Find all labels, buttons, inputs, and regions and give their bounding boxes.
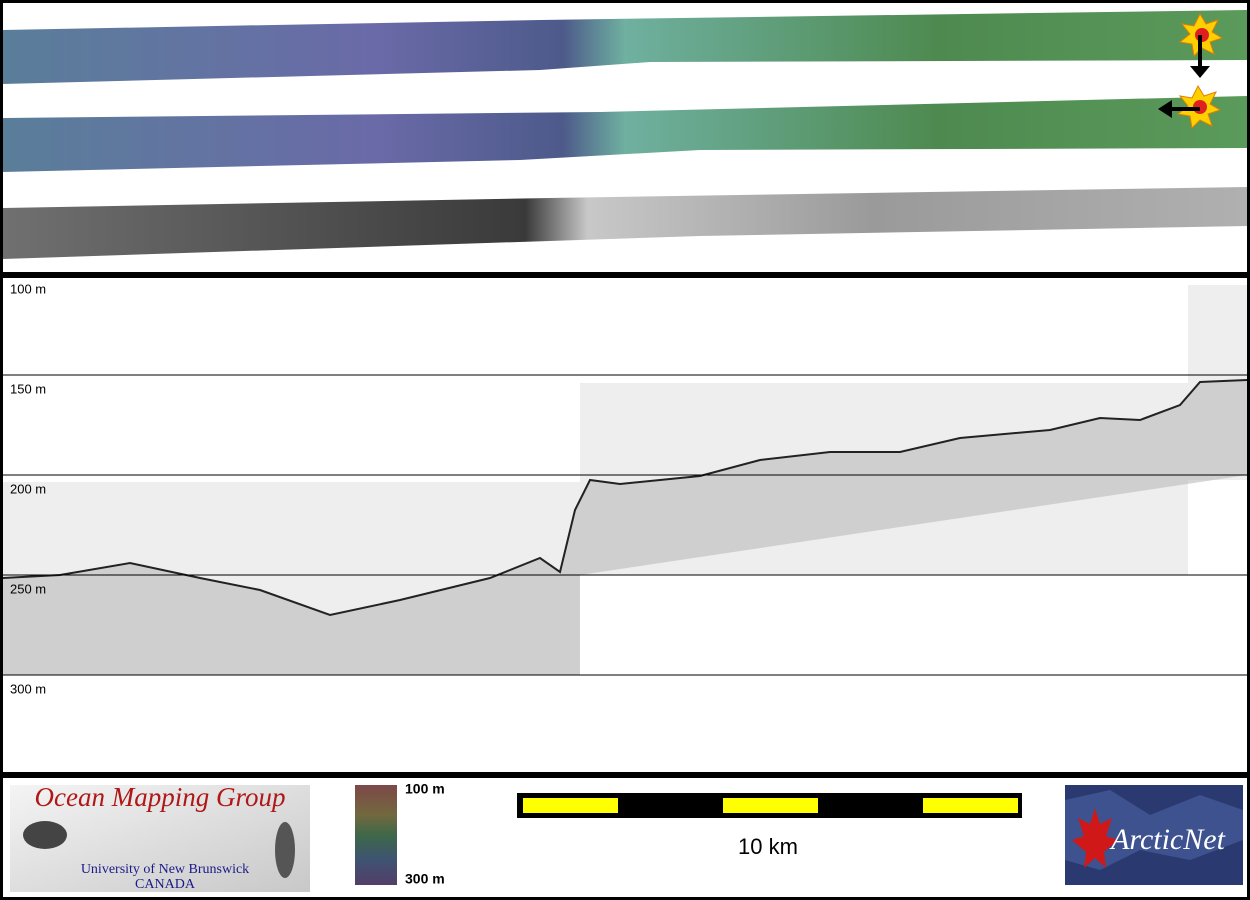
- depth-label: 250 m: [10, 581, 46, 596]
- seabed-line: [2, 379, 1248, 617]
- scale-segment: [523, 798, 618, 813]
- scale-label: 10 km: [738, 834, 798, 859]
- logo-country: CANADA: [135, 877, 196, 892]
- logo-university: University of New Brunswick: [81, 862, 249, 877]
- backscatter-strip: [3, 187, 1247, 259]
- logo-title: Ocean Mapping Group: [35, 782, 286, 812]
- scale-segment: [723, 798, 818, 813]
- colorbar-label: 300 m: [405, 871, 445, 887]
- swath-strip: [3, 96, 1247, 172]
- maple-leaf: [1072, 808, 1118, 868]
- swath-strip: [3, 10, 1247, 84]
- scale-segment: [923, 798, 1018, 813]
- depth-label: 150 m: [10, 381, 46, 396]
- end-marker: [1158, 84, 1222, 130]
- depth-label: 200 m: [10, 481, 46, 496]
- logo-map: [1065, 790, 1243, 870]
- colorbar: [355, 785, 397, 885]
- logo-image: [23, 821, 67, 849]
- partner-label: ArcticNet: [1109, 823, 1226, 856]
- depth-label: 100 m: [10, 281, 46, 296]
- start-marker: [1178, 12, 1224, 78]
- colorbar-shade: [355, 785, 397, 885]
- logo-image: [275, 822, 295, 878]
- depth-label: 300 m: [10, 681, 46, 696]
- colorbar-label: 100 m: [405, 781, 445, 797]
- sediment: [3, 380, 1247, 675]
